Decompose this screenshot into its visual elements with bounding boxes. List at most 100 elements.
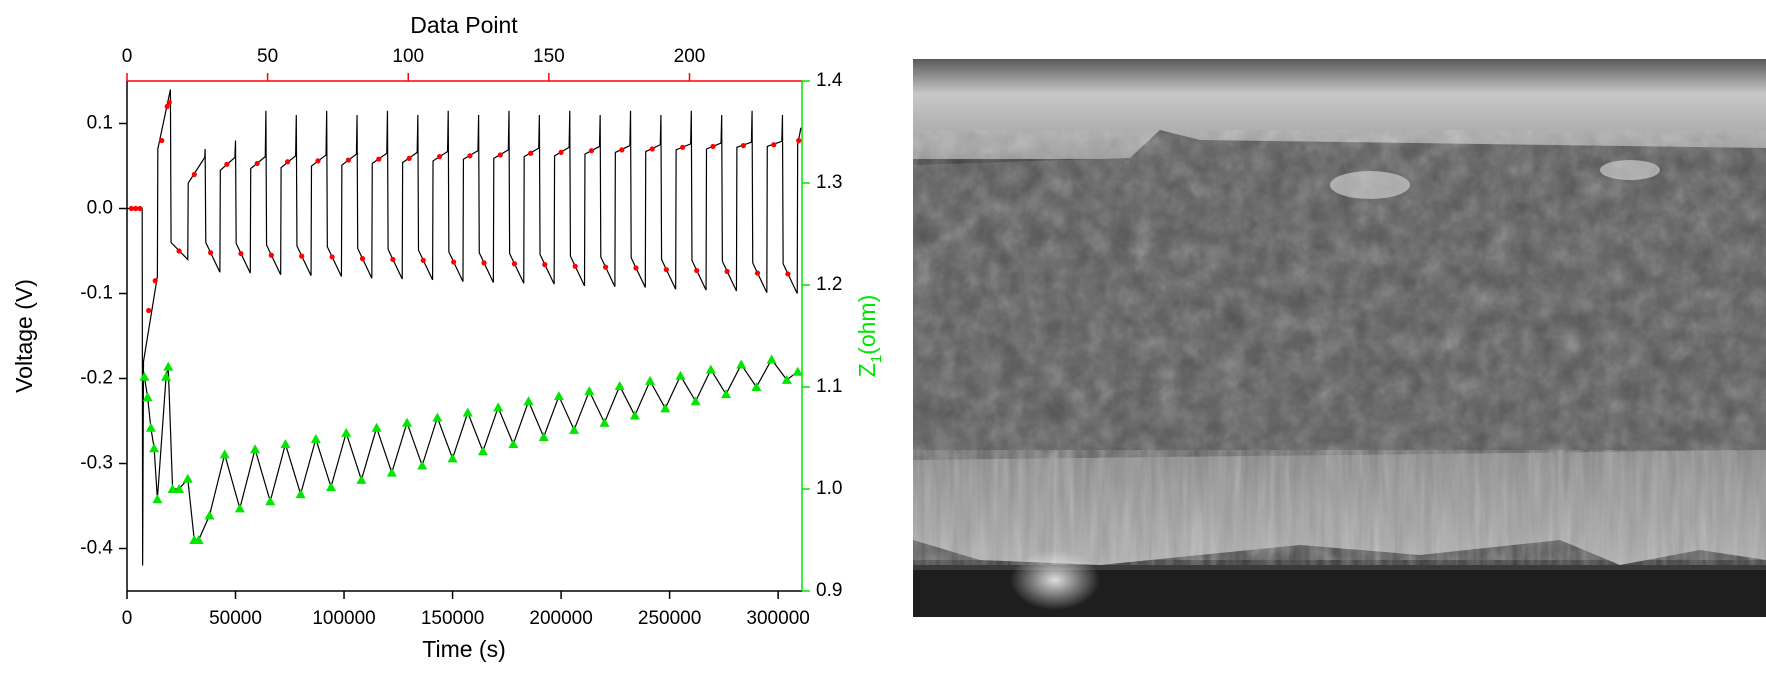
triangle-marker [569, 424, 580, 434]
triangle-marker [432, 412, 443, 422]
triangle-marker [675, 370, 686, 380]
x-tick-label: 0 [122, 608, 133, 629]
dot-marker [511, 261, 518, 267]
triangle-marker [736, 359, 747, 369]
dot-marker [420, 257, 426, 263]
x2-tick-label: 150 [533, 46, 565, 67]
triangle-marker [161, 371, 172, 381]
y2-tick-label: 1.4 [816, 70, 843, 91]
x-tick-label: 100000 [312, 608, 375, 629]
x-tick-label: 250000 [638, 608, 701, 629]
dot-marker [285, 159, 291, 165]
dot-marker [345, 157, 351, 163]
triangle-marker [193, 535, 204, 544]
triangle-marker [645, 375, 656, 385]
dot-marker [268, 252, 274, 258]
x-tick-label: 300000 [746, 608, 809, 629]
y-tick-label: -0.1 [80, 283, 113, 304]
dot-marker [481, 260, 487, 266]
dot-marker [451, 259, 457, 265]
x-tick-label: 200000 [529, 608, 592, 629]
dot-marker [724, 268, 730, 274]
triangle-marker [356, 474, 367, 484]
triangle-marker [152, 494, 163, 504]
bright-particle [1330, 171, 1410, 199]
dot-marker [467, 153, 473, 159]
data-line [127, 89, 802, 566]
triangle-marker [174, 484, 185, 493]
y2-tick-label: 1.3 [816, 172, 842, 193]
y2-axis-title-part: 1 [868, 355, 885, 363]
triangle-marker [751, 382, 762, 391]
triangle-marker [145, 422, 156, 432]
dot-marker [128, 205, 134, 212]
dot-marker [602, 264, 609, 270]
triangle-marker [538, 431, 549, 441]
triangle-marker [139, 371, 150, 381]
triangle-marker [523, 396, 534, 406]
triangle-marker [660, 403, 671, 413]
dot-marker [315, 158, 321, 164]
dot-marker [359, 256, 366, 262]
dot-marker [224, 161, 230, 167]
dot-marker [164, 103, 170, 110]
dot-marker [497, 152, 503, 158]
triangle-marker [705, 364, 716, 374]
dot-marker [785, 271, 791, 277]
dot-marker [299, 253, 305, 259]
triangle-marker [401, 417, 412, 427]
dot-marker [588, 148, 595, 154]
substrate-texture [913, 450, 1766, 565]
y-axis-title: Voltage (V) [11, 279, 37, 393]
dot-marker [329, 254, 335, 260]
dot-marker [694, 267, 700, 274]
triangle-marker [721, 389, 732, 399]
dot-marker [680, 144, 686, 150]
dot-marker [740, 143, 746, 149]
triangle-marker [142, 392, 153, 402]
dot-marker [754, 270, 761, 276]
triangle-marker [493, 402, 504, 412]
triangle-marker [690, 396, 701, 406]
x-axis-title: Time (s) [422, 636, 505, 662]
y2-axis-title-part: (ohm) [854, 295, 880, 355]
triangle-marker [163, 361, 174, 371]
dot-marker [528, 150, 534, 156]
y-tick-label: -0.2 [80, 368, 113, 389]
triangle-marker [614, 380, 625, 390]
dot-marker [796, 137, 802, 144]
dot-marker [159, 137, 165, 144]
triangle-marker [792, 366, 803, 376]
micrograph [913, 59, 1766, 617]
dot-marker [542, 262, 548, 268]
dot-marker [710, 143, 716, 150]
triangle-marker [371, 422, 382, 432]
triangle-marker [766, 354, 777, 364]
triangle-marker [462, 407, 473, 417]
triangle-marker [417, 460, 428, 470]
y-tick-label: -0.4 [80, 538, 113, 559]
triangle-marker [250, 444, 261, 454]
triangle-marker [584, 386, 595, 396]
y2-tick-label: 1.0 [816, 478, 842, 499]
triangle-marker [447, 453, 458, 463]
dot-marker [633, 265, 639, 271]
triangle-marker [386, 467, 397, 477]
x2-tick-label: 50 [257, 46, 278, 67]
x-tick-label: 50000 [209, 608, 262, 629]
x2-tick-label: 100 [392, 46, 424, 67]
data-line [143, 358, 799, 541]
x2-tick-label: 0 [122, 46, 133, 67]
y2-axis-title-part: Z [854, 363, 880, 377]
dot-marker [619, 147, 625, 153]
triangle-marker [553, 391, 564, 401]
triangle-marker [341, 427, 352, 437]
dot-marker [649, 146, 655, 152]
triangle-marker [167, 484, 178, 493]
triangle-marker [219, 449, 230, 459]
triangle-marker [149, 443, 160, 453]
dot-marker [133, 205, 139, 212]
dot-marker [406, 155, 412, 161]
y-tick-label: 0.0 [87, 198, 113, 219]
